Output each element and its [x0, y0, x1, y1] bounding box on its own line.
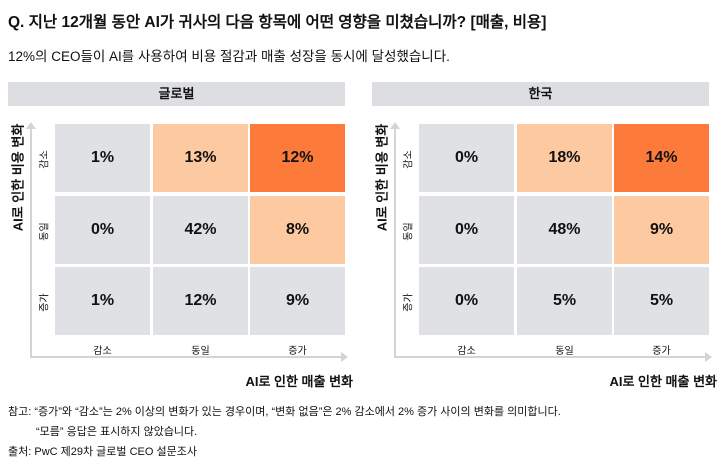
- row-label: 동일: [403, 222, 415, 241]
- y-axis-label: AI로 인한 비용 변화: [374, 123, 390, 232]
- y-axis-line: [30, 128, 32, 358]
- heatmap-cell: 1%: [55, 267, 150, 335]
- source: 출처: PwC 제29차 글로벌 CEO 설문조사: [8, 446, 197, 458]
- column-label: 동일: [191, 346, 210, 357]
- heatmap-cell: 12%: [250, 124, 345, 192]
- panel-header: 글로벌: [8, 82, 345, 106]
- heatmap-cell: 1%: [55, 124, 150, 192]
- y-axis-label: AI로 인한 비용 변화: [10, 123, 26, 232]
- x-axis-arrow-icon: [705, 352, 712, 362]
- heatmap-cell: 48%: [517, 196, 612, 264]
- notes: 참고: “증가”와 “감소”는 2% 이상의 변화가 있는 경우이며, “변화 …: [8, 402, 561, 462]
- column-label: 증가: [288, 346, 307, 357]
- column-label: 증가: [652, 346, 671, 357]
- subtitle: 12%의 CEO들이 AI를 사용하여 비용 절감과 매출 성장을 동시에 달성…: [8, 49, 450, 64]
- heatmap-cell: 18%: [517, 124, 612, 192]
- row-label: 감소: [403, 150, 415, 169]
- heatmap-cell: 42%: [153, 196, 248, 264]
- korea-panel: 한국 AI로 인한 비용 변화 AI로 인한 매출 변화 감소 0% 18% 14% 동일 0%…: [372, 82, 717, 389]
- heatmap-cell: 5%: [517, 267, 612, 335]
- y-axis-arrow-icon: [26, 122, 36, 129]
- heatmap-cell: 0%: [55, 196, 150, 264]
- x-axis-line: [30, 356, 343, 358]
- heatmap-cell: 5%: [614, 267, 709, 335]
- column-label: 감소: [457, 346, 476, 357]
- row-label: 감소: [39, 150, 51, 169]
- heatmap-cell: 9%: [250, 267, 345, 335]
- question-title: Q. 지난 12개월 동안 AI가 귀사의 다음 항목에 어떤 영향을 미쳤습니…: [8, 14, 547, 31]
- heatmap-cell: 12%: [153, 267, 248, 335]
- panel-header: 한국: [372, 82, 709, 106]
- heatmap-cell: 0%: [419, 124, 514, 192]
- x-axis-line: [394, 356, 707, 358]
- global-panel: 글로벌 AI로 인한 비용 변화 AI로 인한 매출 변화 감소 1% 13% 12% 동일 0…: [8, 82, 353, 389]
- heatmap-cell: 8%: [250, 196, 345, 264]
- x-axis-arrow-icon: [341, 352, 348, 362]
- x-axis-label: AI로 인한 매출 변화: [609, 374, 717, 389]
- y-axis-line: [394, 128, 396, 358]
- column-label: 동일: [555, 346, 574, 357]
- y-axis-arrow-icon: [390, 122, 400, 129]
- note-line-2: “모름” 응답은 표시하지 않았습니다.: [36, 426, 198, 438]
- column-label: 감소: [93, 346, 112, 357]
- heatmap-cell: 13%: [153, 124, 248, 192]
- heatmap-cell: 14%: [614, 124, 709, 192]
- x-axis-label: AI로 인한 매출 변화: [245, 374, 353, 389]
- note-line-1: 참고: “증가”와 “감소”는 2% 이상의 변화가 있는 경우이며, “변화 …: [8, 406, 561, 418]
- heatmap-cell: 0%: [419, 267, 514, 335]
- heatmap-cell: 9%: [614, 196, 709, 264]
- row-label: 동일: [39, 222, 51, 241]
- heatmap-cell: 0%: [419, 196, 514, 264]
- row-label: 증가: [403, 293, 415, 312]
- row-label: 증가: [39, 293, 51, 312]
